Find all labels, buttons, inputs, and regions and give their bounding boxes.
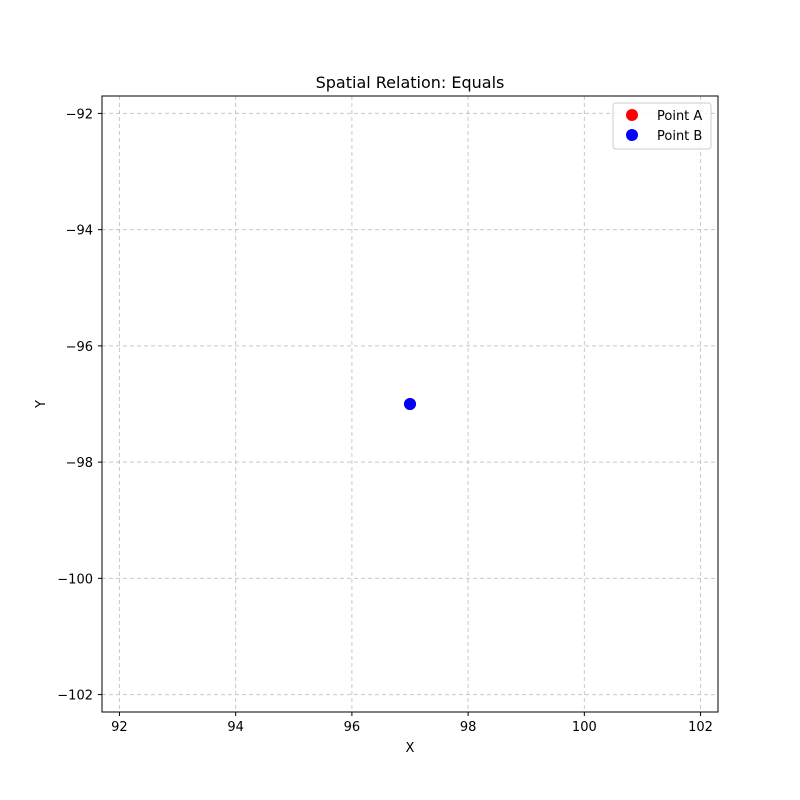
y-axis-label: Y: [34, 400, 49, 409]
y-tick-label: −100: [57, 572, 93, 587]
x-tick-label: 100: [572, 720, 597, 735]
y-tick-label: −94: [66, 224, 93, 239]
plot-frame: [101, 95, 719, 713]
axis-ticks: 92 94 96 98 100 102 −92 −94 −96 −98 −100 −102: [57, 107, 713, 735]
x-tick-label: 102: [688, 720, 713, 735]
legend-marker-point-a: [626, 109, 638, 121]
grid-lines: [102, 96, 718, 712]
x-tick-label: 94: [227, 720, 244, 735]
legend-marker-point-b: [626, 129, 638, 141]
chart-title: Spatial Relation: Equals: [316, 73, 505, 92]
data-points: [404, 398, 416, 410]
x-axis-label: X: [406, 741, 415, 756]
y-tick-label: −98: [66, 456, 93, 471]
x-tick-label: 92: [111, 720, 128, 735]
x-tick-label: 98: [460, 720, 477, 735]
data-point-point-b: [404, 398, 416, 410]
y-tick-label: −96: [66, 340, 93, 355]
y-tick-label: −102: [57, 689, 93, 704]
x-tick-label: 96: [344, 720, 361, 735]
legend-label-point-b: Point B: [657, 129, 702, 144]
legend-label-point-a: Point A: [657, 109, 702, 124]
legend: Point A Point B: [612, 102, 712, 150]
y-tick-label: −92: [66, 107, 93, 122]
